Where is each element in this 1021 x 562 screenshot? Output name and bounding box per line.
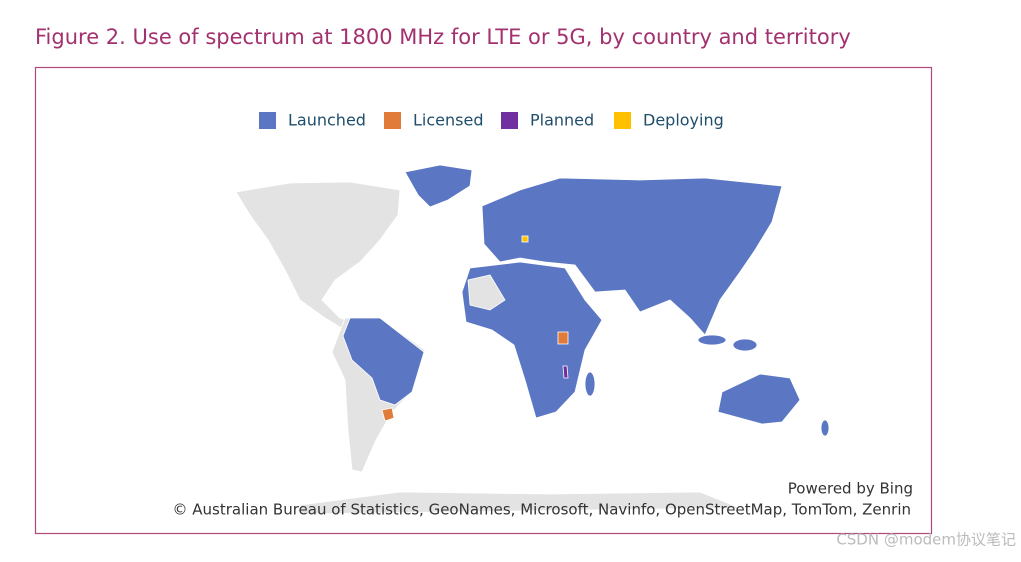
indonesia [697, 334, 727, 346]
map [235, 164, 830, 515]
legend-label: Launched [288, 111, 366, 130]
uganda [557, 331, 569, 345]
north-america [235, 181, 401, 331]
malawi [562, 365, 569, 379]
madagascar [584, 371, 596, 397]
powered-by: Powered by Bing [788, 480, 913, 498]
australia [717, 373, 801, 425]
attribution: © Australian Bureau of Statistics, GeoNa… [173, 501, 911, 519]
brazil [342, 317, 425, 406]
legend: Launched Licensed Planned Deploying [259, 111, 724, 130]
legend-swatch [501, 112, 518, 129]
borneo [732, 338, 758, 352]
legend-swatch [259, 112, 276, 129]
legend-label: Deploying [643, 111, 724, 130]
uruguay [381, 407, 395, 422]
legend-label: Licensed [413, 111, 483, 130]
deploying-country [521, 235, 529, 243]
eurasia [481, 177, 783, 336]
legend-swatch [614, 112, 631, 129]
title: Figure 2. Use of spectrum at 1800 MHz fo… [35, 25, 851, 49]
legend-swatch [384, 112, 401, 129]
greenland [404, 164, 473, 208]
legend-label: Planned [530, 111, 594, 130]
frame [34, 66, 933, 535]
sahara-gap [467, 274, 506, 311]
watermark: CSDN @modem协议笔记 [836, 531, 1016, 549]
antarctica [299, 491, 741, 515]
new-zealand [820, 419, 830, 437]
